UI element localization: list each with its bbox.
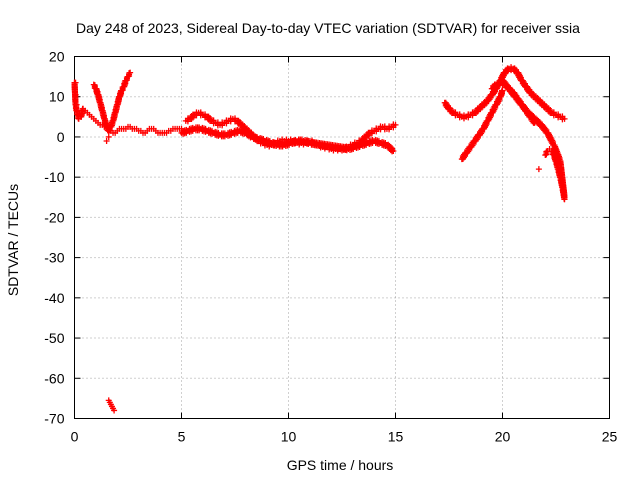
x-axis-label: GPS time / hours xyxy=(287,457,394,473)
y-tick-label: -70 xyxy=(44,411,64,427)
y-tick-label: 20 xyxy=(49,49,65,65)
series-evening-steep xyxy=(458,87,506,163)
x-tick-label: 20 xyxy=(495,429,511,445)
x-tick-label: 10 xyxy=(281,429,297,445)
series-rising-arc xyxy=(90,69,134,134)
x-tick-label: 5 xyxy=(178,429,186,445)
y-tick-label: -20 xyxy=(44,209,64,225)
data-point xyxy=(105,133,112,140)
series-outlier-low xyxy=(105,397,118,414)
chart-title: Day 248 of 2023, Sidereal Day-to-day VTE… xyxy=(76,20,580,36)
x-tick-label: 0 xyxy=(71,429,79,445)
series-late-drop xyxy=(542,146,568,203)
data-point xyxy=(72,91,79,98)
series-early-hours xyxy=(71,79,185,136)
data-point xyxy=(119,87,126,94)
data-point xyxy=(499,87,506,94)
series-sparse-points xyxy=(72,79,542,173)
data-point xyxy=(73,101,80,108)
y-tick-label: -40 xyxy=(44,290,64,306)
y-tick-label: -10 xyxy=(44,169,64,185)
data-point xyxy=(487,94,494,101)
data-point xyxy=(561,196,568,203)
data-point xyxy=(487,112,494,119)
data-point xyxy=(535,166,542,173)
y-tick-label: 0 xyxy=(57,129,65,145)
data-point xyxy=(392,121,399,128)
data-point xyxy=(126,73,133,80)
data-point xyxy=(127,69,134,76)
y-tick-label: -60 xyxy=(44,370,64,386)
data-point xyxy=(543,151,550,158)
data-point xyxy=(479,128,486,135)
data-point xyxy=(466,147,473,154)
plot-frame xyxy=(74,56,610,419)
data-point xyxy=(496,96,503,103)
data-point xyxy=(561,115,568,122)
data-point xyxy=(123,77,130,84)
data-point xyxy=(106,127,113,134)
data-marks xyxy=(71,64,568,414)
y-tick-label: -30 xyxy=(44,250,64,266)
data-point xyxy=(111,407,118,414)
data-point xyxy=(72,79,79,86)
data-point xyxy=(390,148,397,155)
ticks xyxy=(74,56,610,419)
data-point xyxy=(103,137,110,144)
grid xyxy=(74,56,610,419)
data-point xyxy=(492,104,499,111)
tick-labels: 0 5 10 15 20 25 20 10 0 -10 -20 -30 -40 -50 -60 -70 xyxy=(44,49,617,445)
data-point xyxy=(483,120,490,127)
x-tick-label: 25 xyxy=(602,429,618,445)
series-evening-upper xyxy=(441,64,568,123)
data-point xyxy=(470,140,477,147)
y-tick-label: 10 xyxy=(49,89,65,105)
x-tick-label: 15 xyxy=(388,429,404,445)
data-point xyxy=(474,134,481,141)
y-axis-label: SDTVAR / TECUs xyxy=(5,184,21,296)
series-mid-morning-lower xyxy=(178,124,397,155)
y-tick-label: -50 xyxy=(44,330,64,346)
data-point xyxy=(462,153,469,160)
